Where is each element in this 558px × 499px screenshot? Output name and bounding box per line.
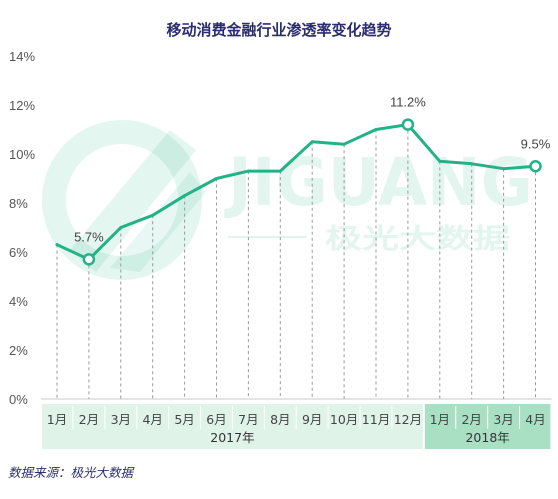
- data-label: 11.2%: [390, 95, 426, 110]
- x-tick-label: 3月: [111, 412, 131, 427]
- data-point: [246, 169, 250, 173]
- watermark-brand: JIGUANG: [224, 144, 533, 221]
- x-group-label: 2018年: [465, 430, 509, 445]
- x-tick-label: 4月: [525, 412, 545, 427]
- y-tick-label: 6%: [9, 245, 28, 260]
- highlight-marker: [529, 160, 542, 173]
- y-tick-label: 12%: [9, 98, 35, 113]
- data-point: [151, 213, 155, 217]
- x-tick-label: 12月: [394, 412, 422, 427]
- highlight-markers: [82, 118, 542, 266]
- data-point: [183, 194, 187, 198]
- data-label: 9.5%: [521, 136, 551, 151]
- x-tick-label: 11月: [362, 412, 390, 427]
- x-axis-separators: [72, 406, 521, 429]
- watermark-name: 极光大数据: [325, 224, 510, 255]
- x-tick-label: 2月: [461, 412, 481, 427]
- data-point: [470, 162, 474, 166]
- x-tick-label: 2月: [79, 412, 99, 427]
- x-group-label: 2017年: [210, 430, 254, 445]
- highlight-marker: [401, 118, 415, 131]
- source-note: 数据来源：极光大数据: [8, 465, 136, 480]
- y-tick-label: 8%: [9, 196, 28, 211]
- x-tick-label: 6月: [206, 412, 226, 427]
- y-tick-label: 10%: [9, 147, 35, 162]
- x-tick-label: 10月: [330, 412, 358, 427]
- x-tick-label: 9月: [302, 412, 322, 427]
- x-tick-label: 1月: [47, 412, 67, 427]
- x-tick-label: 7月: [238, 412, 258, 427]
- data-point: [278, 169, 282, 173]
- y-axis: 0% 2% 4% 6% 8% 10% 12% 14%: [9, 49, 35, 407]
- data-point: [438, 159, 442, 163]
- data-point: [310, 140, 314, 144]
- x-axis-labels: 1月 2月 3月 4月 5月 6月 7月 8月 9月 10月 11月 12月 2017年 1月 2月 3月 4月…: [47, 412, 546, 445]
- data-point: [374, 128, 378, 131]
- x-tick-label: 4月: [142, 412, 162, 427]
- data-labels: 5.7% 11.2% 9.5%: [74, 95, 551, 245]
- x-tick-label: 1月: [430, 412, 450, 427]
- data-point: [342, 142, 346, 146]
- data-label: 5.7%: [74, 229, 104, 244]
- data-point: [215, 177, 218, 180]
- y-tick-label: 4%: [9, 294, 28, 309]
- highlight-marker: [82, 253, 96, 266]
- data-point: [502, 167, 506, 171]
- x-tick-label: 8月: [270, 412, 290, 427]
- drop-lines: [56, 124, 536, 399]
- y-tick-label: 2%: [9, 343, 28, 358]
- x-tick-label: 3月: [493, 412, 513, 427]
- y-tick-label: 0%: [9, 392, 28, 407]
- watermark: JIGUANG 极光大数据: [42, 120, 533, 280]
- watermark-logo-icon: [42, 120, 206, 280]
- data-point: [119, 226, 123, 229]
- series-line: [55, 123, 537, 261]
- y-tick-label: 14%: [9, 49, 35, 64]
- chart-title: 移动消费金融行业渗透率变化趋势: [166, 21, 391, 39]
- x-tick-label: 5月: [174, 412, 194, 427]
- data-point: [55, 243, 59, 247]
